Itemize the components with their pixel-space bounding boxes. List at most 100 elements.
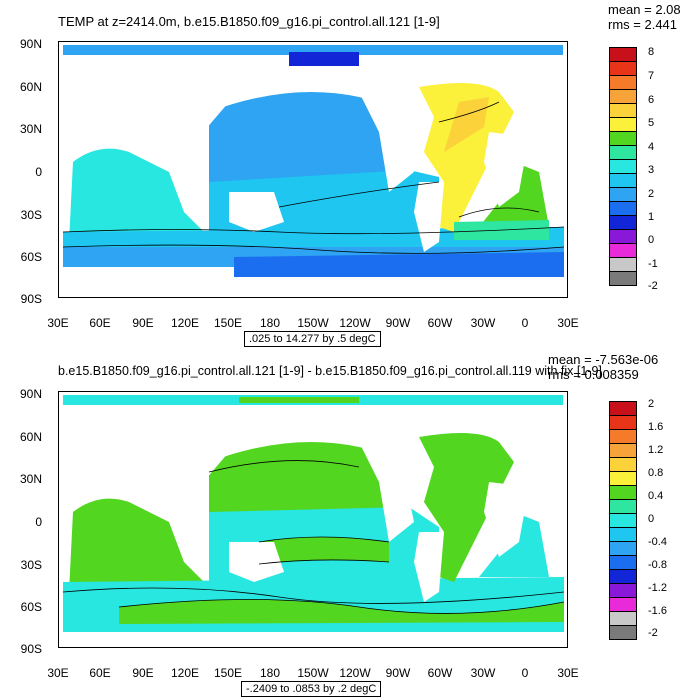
- bottom-mean: mean = -7.563e-06: [548, 352, 659, 367]
- bottom-range-label: -.2409 to .0853 by .2 degC: [241, 681, 382, 697]
- top-colorbar-label: 8: [648, 46, 655, 58]
- top-colorbar-label: 7: [648, 70, 655, 82]
- bottom-title: b.e15.B1850.f09_g16.pi_control.all.121 […: [58, 364, 602, 378]
- bottom-ytick: 30S: [20, 558, 42, 572]
- top-indian-ocean: [69, 148, 209, 242]
- bottom-colorbar-swatch: [609, 513, 637, 528]
- bottom-xtick: 120W: [339, 666, 371, 680]
- top-colorbar-swatch: [609, 103, 637, 118]
- top-colorbar-swatch: [609, 145, 637, 160]
- top-contour-5: [458, 207, 540, 218]
- bottom-colorbar-swatch: [609, 555, 637, 570]
- top-map: [58, 41, 568, 298]
- top-colorbar-swatch: [609, 243, 637, 258]
- bottom-americas-land: [359, 422, 414, 542]
- bottom-contour-2: [258, 536, 390, 543]
- top-colorbar-label: 6: [648, 94, 655, 106]
- top-colorbar-label: 0: [648, 234, 655, 246]
- bottom-colorbar-swatch: [609, 569, 637, 584]
- bottom-colorbar-swatch: [609, 527, 637, 542]
- top-colorbar-label: 3: [648, 164, 655, 176]
- top-colorbar-swatch: [609, 89, 637, 104]
- bottom-colorbar-swatch: [609, 401, 637, 416]
- bottom-xtick: 150W: [297, 666, 329, 680]
- top-map-canvas: [62, 45, 565, 297]
- bottom-ytick: 60S: [20, 600, 42, 614]
- bottom-pacific-band: [259, 537, 389, 564]
- top-xtick: 90W: [385, 316, 411, 330]
- top-north-pacific: [209, 92, 411, 182]
- top-xtick: 120W: [339, 316, 371, 330]
- top-colorbar-swatch: [609, 229, 637, 244]
- bottom-africa-land: [484, 482, 529, 557]
- bottom-xtick: 60E: [89, 666, 111, 680]
- top-colorbar-swatch: [609, 187, 637, 202]
- bottom-eurasia-land: [63, 420, 229, 502]
- bottom-colorbar-swatch: [609, 541, 637, 556]
- top-colorbar-swatch: [609, 201, 637, 216]
- top-colorbar-swatch: [609, 257, 637, 272]
- bottom-colorbar-label: 2: [648, 398, 655, 410]
- bottom-colorbar-label: -1.2: [648, 582, 667, 594]
- top-range-label: .025 to 14.277 by .5 degC: [244, 331, 381, 347]
- bottom-indian-ocean: [69, 498, 209, 592]
- top-rms: rms = 2.441: [608, 17, 678, 32]
- top-americas-land: [359, 72, 414, 192]
- top-xtick: 30E: [557, 316, 579, 330]
- top-colorbar-swatch: [609, 75, 637, 90]
- bottom-ytick: 0: [35, 515, 42, 529]
- top-australia-land: [229, 192, 284, 232]
- top-ytick: 30N: [19, 122, 42, 136]
- bottom-xtick: 90W: [385, 666, 411, 680]
- top-xtick: 30W: [470, 316, 496, 330]
- top-xtick: 150E: [213, 316, 243, 330]
- top-contour-3: [278, 181, 440, 208]
- bottom-colorbar-swatch: [609, 457, 637, 472]
- top-xtick: 180: [259, 316, 281, 330]
- bottom-xtick: 30E: [47, 666, 69, 680]
- bottom-colorbar-label: -1.6: [648, 605, 667, 617]
- bottom-ytick: 60N: [19, 430, 42, 444]
- top-south-america-land: [414, 182, 444, 252]
- bottom-ytick: 90S: [20, 642, 42, 656]
- top-colorbar-swatch: [609, 61, 637, 76]
- bottom-xtick: 120E: [170, 666, 200, 680]
- top-colorbar-label: 5: [648, 117, 655, 129]
- bottom-colorbar-label: 1.6: [648, 421, 664, 433]
- bottom-south-america-land: [414, 532, 444, 602]
- bottom-colorbar-label: -0.4: [648, 536, 667, 548]
- bottom-colorbar-swatch: [609, 597, 637, 612]
- bottom-colorbar-label: -0.8: [648, 559, 667, 571]
- bottom-map-canvas: [62, 395, 565, 647]
- top-colorbar-swatch: [609, 117, 637, 132]
- top-ytick: 0: [35, 165, 42, 179]
- top-eurasia-land: [63, 70, 229, 152]
- top-colorbar-swatch: [609, 173, 637, 188]
- bottom-colorbar-label: 1.2: [648, 444, 664, 456]
- bottom-contour-3: [258, 559, 390, 565]
- bottom-colorbar-swatch: [609, 429, 637, 444]
- bottom-colorbar-swatch: [609, 471, 637, 486]
- bottom-map: [58, 391, 568, 648]
- bottom-contour-1: [62, 587, 565, 604]
- bottom-colorbar-label: 0.4: [648, 490, 664, 502]
- bottom-colorbar-swatch: [609, 499, 637, 514]
- bottom-xtick: 0: [521, 666, 529, 680]
- bottom-colorbar-swatch: [609, 611, 637, 626]
- bottom-xtick: 90E: [132, 666, 154, 680]
- top-title: TEMP at z=2414.0m, b.e15.B1850.f09_g16.p…: [58, 14, 440, 29]
- bottom-colorbar-swatch: [609, 415, 637, 430]
- bottom-contour-4: [118, 599, 565, 614]
- top-colorbar-swatch: [609, 271, 637, 286]
- top-xtick: 30E: [47, 316, 69, 330]
- top-africa-land: [484, 132, 529, 207]
- top-colorbar-swatch: [609, 131, 637, 146]
- top-colorbar-label: -2: [648, 280, 658, 292]
- top-arctic-strip: [63, 45, 563, 55]
- top-contour-4: [438, 101, 500, 123]
- top-xtick: 150W: [297, 316, 329, 330]
- bottom-ytick: 90N: [19, 387, 42, 401]
- bottom-antarctica-land: [63, 636, 563, 647]
- bottom-colorbar-swatch: [609, 625, 637, 640]
- top-xtick: 90E: [132, 316, 154, 330]
